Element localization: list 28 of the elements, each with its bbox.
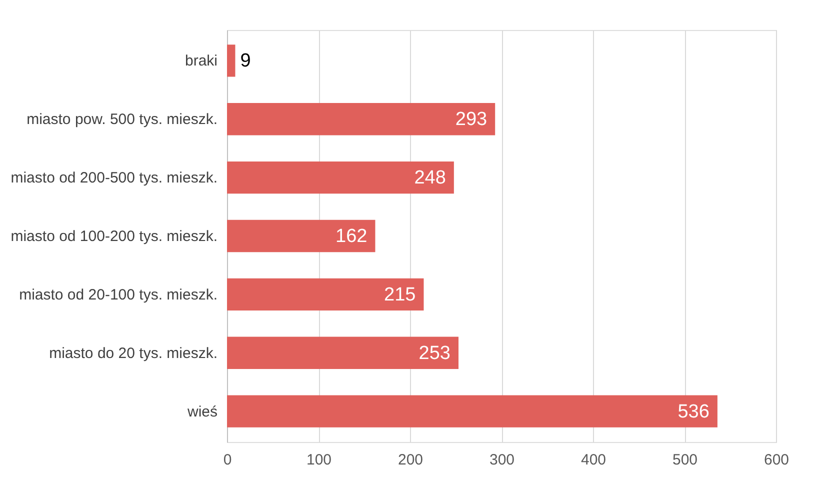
y-tick-label: braki (184, 52, 218, 70)
data-label: 253 (418, 342, 450, 364)
x-tick-label: 200 (398, 452, 424, 468)
data-label: 162 (336, 226, 368, 247)
y-tick-label: wieś (186, 403, 218, 420)
data-label: 536 (678, 401, 710, 422)
bar (227, 336, 458, 369)
data-label: 9 (240, 50, 251, 72)
x-tick-label: 600 (764, 452, 790, 468)
x-tick-label: 400 (580, 452, 606, 468)
y-tick-label: miasto do 20 tys. mieszk. (49, 344, 218, 362)
x-tick-label: 500 (672, 452, 698, 468)
bar (227, 44, 236, 77)
bar (227, 161, 454, 194)
y-tick-label: miasto pow. 500 tys. mieszk. (26, 111, 218, 128)
y-tick-label: miasto od 100-200 tys. mieszk. (10, 228, 218, 245)
data-label: 215 (384, 284, 416, 306)
bar (227, 103, 496, 136)
y-tick-label: miasto od 20-100 tys. mieszk. (19, 286, 218, 304)
x-tick-label: 300 (489, 452, 515, 468)
x-tick-label: 0 (223, 452, 232, 468)
data-label: 293 (455, 109, 488, 130)
bar (227, 220, 376, 252)
x-tick-label: 100 (306, 452, 332, 468)
bar (227, 278, 424, 311)
data-label: 248 (414, 168, 446, 189)
bar (227, 395, 718, 428)
y-tick-label: miasto od 200-500 tys. mieszk. (10, 170, 218, 187)
